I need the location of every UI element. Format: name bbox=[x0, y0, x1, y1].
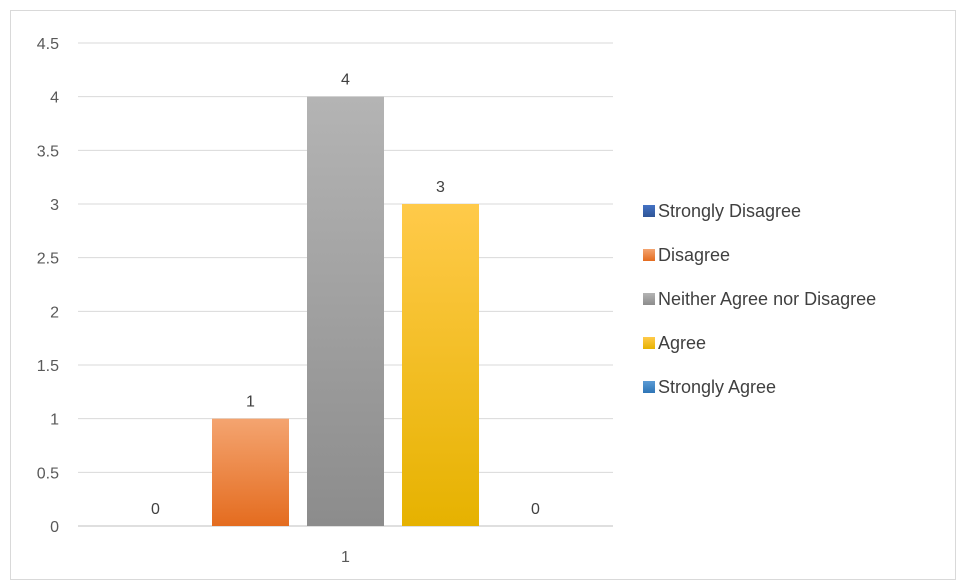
legend-label: Strongly Disagree bbox=[658, 201, 801, 221]
y-tick-label: 3 bbox=[50, 197, 59, 214]
y-tick-label: 2 bbox=[50, 304, 59, 321]
bar-chart: 0 0.5 1 1.5 2 2.5 3 3.5 4 4.5 0 1 4 3 0 1 Strongly Di… bbox=[37, 36, 876, 566]
bar-neither-agree-nor-disagree bbox=[307, 96, 384, 527]
legend-label: Disagree bbox=[658, 245, 730, 265]
y-tick-label: 1 bbox=[50, 412, 59, 429]
legend-swatch bbox=[643, 205, 655, 217]
y-tick-label: 3.5 bbox=[37, 143, 59, 160]
bar-agree bbox=[402, 204, 479, 526]
legend-label: Strongly Agree bbox=[658, 377, 776, 397]
legend: Strongly Disagree Disagree Neither Agree n… bbox=[643, 201, 876, 397]
y-tick-label: 4.5 bbox=[37, 36, 59, 53]
y-tick-label: 0 bbox=[50, 519, 59, 536]
legend-label: Neither Agree nor Disagree bbox=[658, 289, 876, 309]
y-axis-tick-labels: 0 0.5 1 1.5 2 2.5 3 3.5 4 4.5 bbox=[37, 36, 59, 536]
legend-swatch bbox=[643, 381, 655, 393]
x-axis-tick-labels: 1 bbox=[341, 549, 350, 566]
data-label: 0 bbox=[151, 501, 160, 518]
legend-label: Agree bbox=[658, 333, 706, 353]
bars bbox=[212, 96, 479, 527]
x-tick-label: 1 bbox=[341, 549, 350, 566]
y-tick-label: 1.5 bbox=[37, 358, 59, 375]
data-label: 1 bbox=[246, 394, 255, 411]
y-tick-label: 2.5 bbox=[37, 251, 59, 268]
bar-disagree bbox=[212, 418, 289, 526]
legend-swatch bbox=[643, 249, 655, 261]
data-label: 0 bbox=[531, 501, 540, 518]
y-tick-label: 4 bbox=[50, 90, 59, 107]
legend-swatch bbox=[643, 337, 655, 349]
data-label: 4 bbox=[341, 72, 350, 89]
chart-frame: 0 0.5 1 1.5 2 2.5 3 3.5 4 4.5 0 1 4 3 0 1 Strongly Di… bbox=[10, 10, 956, 580]
data-label: 3 bbox=[436, 179, 445, 196]
data-labels: 0 1 4 3 0 bbox=[151, 72, 540, 518]
y-tick-label: 0.5 bbox=[37, 465, 59, 482]
legend-swatch bbox=[643, 293, 655, 305]
